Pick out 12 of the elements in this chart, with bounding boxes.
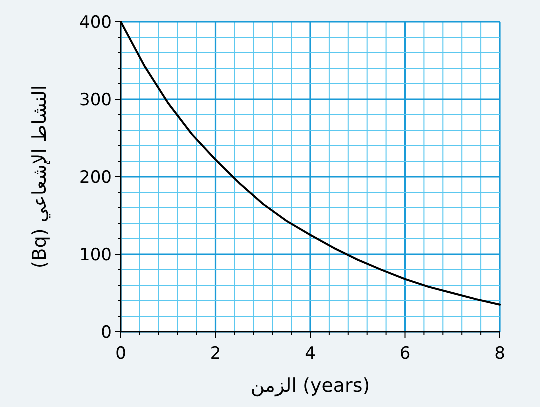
y-tick-label: 200 [80,168,112,188]
y-axis-title: (Bq) النشاط الإشعاعي [29,85,51,269]
x-axis-title: الزمن (years) [250,375,370,397]
x-tick-label: 0 [116,344,126,364]
x-tick-label: 8 [494,344,506,364]
x-tick-label: 2 [210,344,222,364]
y-tick-label: 300 [80,90,112,110]
y-tick-label: 0 [101,323,112,343]
y-tick-label: 400 [80,13,112,33]
y-tick-label: 100 [80,246,112,266]
x-tick-label: 6 [400,344,411,364]
x-tick-label: 4 [305,344,316,364]
